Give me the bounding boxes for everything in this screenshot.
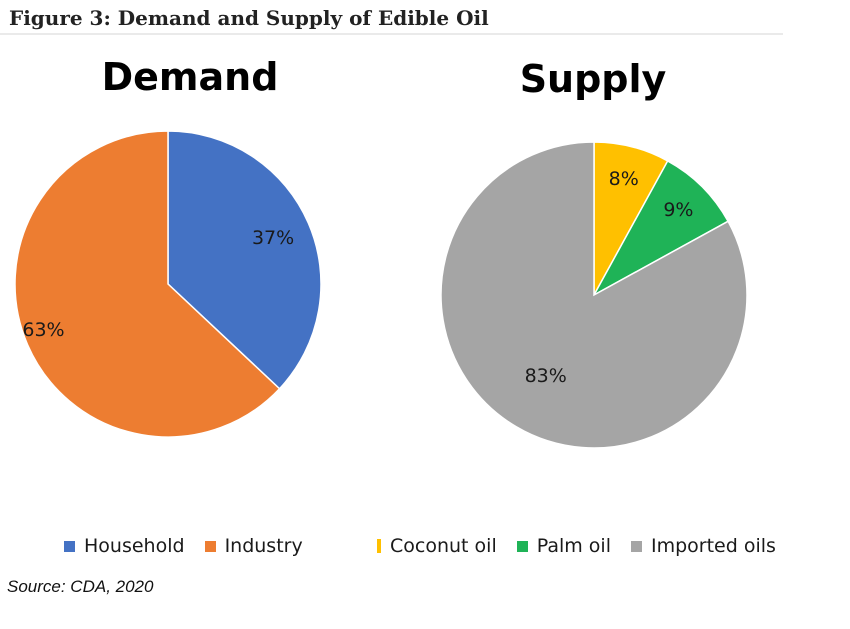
legend-swatch-industry <box>204 540 216 552</box>
legend-label-household: Household <box>84 535 185 557</box>
legend-item-coconut-oil: Coconut oil <box>377 535 497 557</box>
legend-swatch-household <box>64 540 75 552</box>
legend-swatch-palm-oil <box>516 540 528 552</box>
legend-label-imported-oils: Imported oils <box>650 535 776 557</box>
legend-item-palm-oil: Palm oil <box>516 535 611 557</box>
supply-labels: 8% 9% 83% <box>525 168 694 387</box>
demand-label-industry: 63% <box>22 319 64 341</box>
demand-legend: Household Industry <box>64 533 323 559</box>
legend-label-industry: Industry <box>224 535 303 557</box>
source-note: Source: CDA, 2020 <box>7 577 154 596</box>
demand-labels: 37% 63% <box>22 227 294 341</box>
demand-pie <box>14 130 322 438</box>
pie-charts: Demand 37% 63% Supply 8% 9% 83% <box>14 55 748 449</box>
legend-label-palm-oil: Palm oil <box>536 535 611 557</box>
legend-swatch-imported-oils <box>630 540 642 552</box>
title-divider <box>0 33 783 35</box>
figure-title: Figure 3: Demand and Supply of Edible Oi… <box>9 6 489 30</box>
demand-slice-household <box>167 130 322 390</box>
demand-slice-industry <box>14 130 281 438</box>
supply-slice-palm-oil <box>592 159 730 297</box>
supply-label-imported-oils: 83% <box>525 365 567 387</box>
supply-slice-imported-oils <box>440 141 748 449</box>
supply-pie <box>440 141 748 449</box>
legend-item-industry: Industry <box>204 535 303 557</box>
demand-label-household: 37% <box>252 227 294 249</box>
supply-label-palm-oil: 9% <box>663 199 693 221</box>
supply-label-coconut-oil: 8% <box>609 168 639 190</box>
demand-chart-title: Demand <box>102 55 279 99</box>
legend-item-household: Household <box>64 535 185 557</box>
supply-chart-title: Supply <box>520 57 667 101</box>
legend-label-coconut-oil: Coconut oil <box>390 535 497 557</box>
supply-legend: Coconut oil Palm oil Imported oils <box>377 533 796 559</box>
legend-swatch-coconut-oil <box>377 539 381 553</box>
legend-item-imported-oils: Imported oils <box>630 535 776 557</box>
